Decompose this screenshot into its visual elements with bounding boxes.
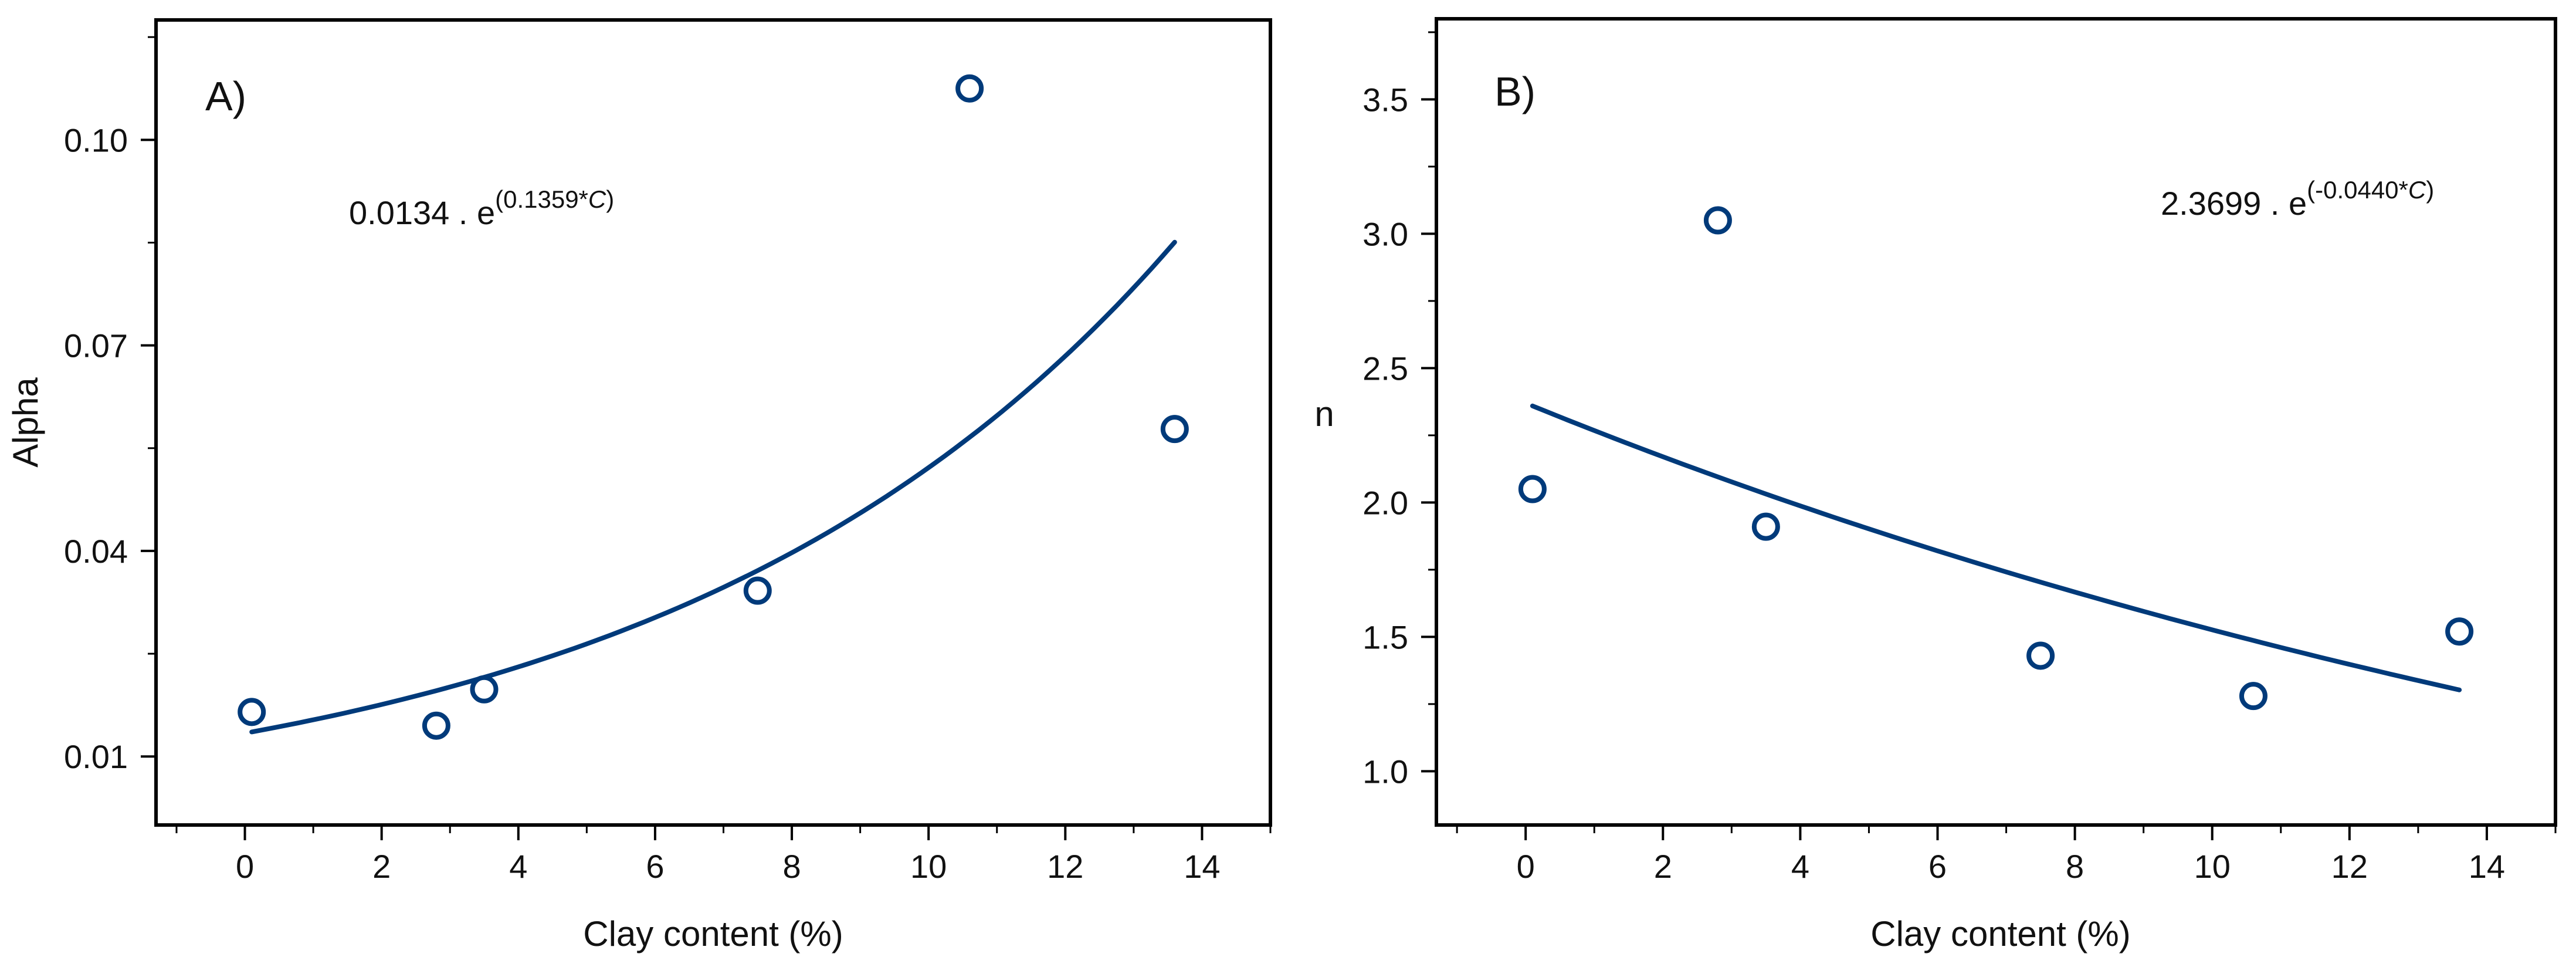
axis-ticks-a: 0 2 4 6 8 10 12 14 0.01 0.04 0.07 0.10 [64, 36, 1272, 885]
x-tick-label-b-0: 0 [1517, 848, 1535, 885]
x-tick-label-a-6: 12 [1047, 848, 1083, 885]
fit-equation-b: 2.3699 . e(-0.0440*C) [2161, 176, 2434, 222]
data-point-b-2 [1751, 512, 1780, 541]
y-tick-label-b-2: 2.0 [1362, 484, 1408, 521]
x-tick-label-a-1: 2 [372, 848, 391, 885]
y-tick-label-b-4: 3.0 [1362, 215, 1408, 252]
data-point-b-4 [2239, 682, 2267, 711]
y-tick-label-b-3: 2.5 [1362, 350, 1408, 387]
data-point-b-3 [2026, 641, 2055, 670]
fit-curve-a [249, 239, 1177, 735]
x-tick-label-b-6: 12 [2331, 848, 2368, 885]
x-tick-label-b-7: 14 [2469, 848, 2505, 885]
data-point-b-0 [1518, 475, 1547, 503]
data-point-b-5 [2445, 617, 2474, 646]
x-tick-label-a-4: 8 [782, 848, 801, 885]
data-point-a-3 [743, 576, 772, 605]
data-point-a-4 [955, 74, 984, 103]
y-tick-label-a-2: 0.07 [64, 327, 128, 364]
chart-panel-b: 0 2 4 6 8 10 12 14 1.0 1.5 2.0 2.5 3.0 3.5 B) 2.3699 … [1314, 17, 2557, 954]
plot-frame-a [154, 18, 1272, 827]
x-tick-label-b-3: 6 [1928, 848, 1947, 885]
data-points-b [1518, 206, 2474, 711]
data-point-b-1 [1703, 206, 1732, 235]
y-tick-label-a-1: 0.04 [64, 533, 128, 570]
y-tick-label-b-0: 1.0 [1362, 753, 1408, 790]
panel-label-a: A) [205, 73, 246, 119]
x-tick-label-a-7: 14 [1184, 848, 1220, 885]
plot-frame-b [1435, 17, 2557, 827]
x-tick-label-b-2: 4 [1791, 848, 1809, 885]
y-axis-title-b: n [1314, 394, 1334, 434]
x-tick-label-a-5: 10 [910, 848, 947, 885]
data-point-a-0 [238, 698, 266, 726]
y-tick-label-b-1: 1.5 [1362, 618, 1408, 655]
panel-label-b: B) [1494, 69, 1536, 114]
x-tick-label-a-0: 0 [236, 848, 254, 885]
x-axis-title-a: Clay content (%) [583, 914, 843, 954]
y-tick-label-b-5: 3.5 [1362, 81, 1408, 118]
data-point-a-1 [422, 711, 450, 740]
x-axis-title-b: Clay content (%) [1870, 914, 2131, 954]
fit-equation-a: 0.0134 . e(0.1359*C) [349, 185, 614, 231]
y-tick-label-a-0: 0.01 [64, 738, 128, 775]
axis-ticks-b: 0 2 4 6 8 10 12 14 1.0 1.5 2.0 2.5 3.0 3.5 [1362, 31, 2557, 885]
x-tick-label-b-5: 10 [2194, 848, 2231, 885]
y-axis-title-a: Alpha [6, 377, 45, 468]
x-tick-label-b-4: 8 [2066, 848, 2084, 885]
y-tick-label-a-3: 0.10 [64, 121, 128, 158]
fit-curve-a-group [249, 239, 1177, 735]
data-point-a-2 [470, 675, 499, 704]
x-tick-label-b-1: 2 [1654, 848, 1672, 885]
data-point-a-5 [1160, 415, 1189, 444]
chart-panel-a: 0 2 4 6 8 10 12 14 0.01 0.04 0.07 0.10 A) 0.0134 . … [6, 18, 1272, 954]
x-tick-label-a-2: 4 [509, 848, 527, 885]
x-tick-label-a-3: 6 [646, 848, 664, 885]
data-points-a [238, 74, 1189, 740]
fit-curve-b [1530, 403, 2462, 692]
fit-curve-b-group [1530, 403, 2462, 692]
